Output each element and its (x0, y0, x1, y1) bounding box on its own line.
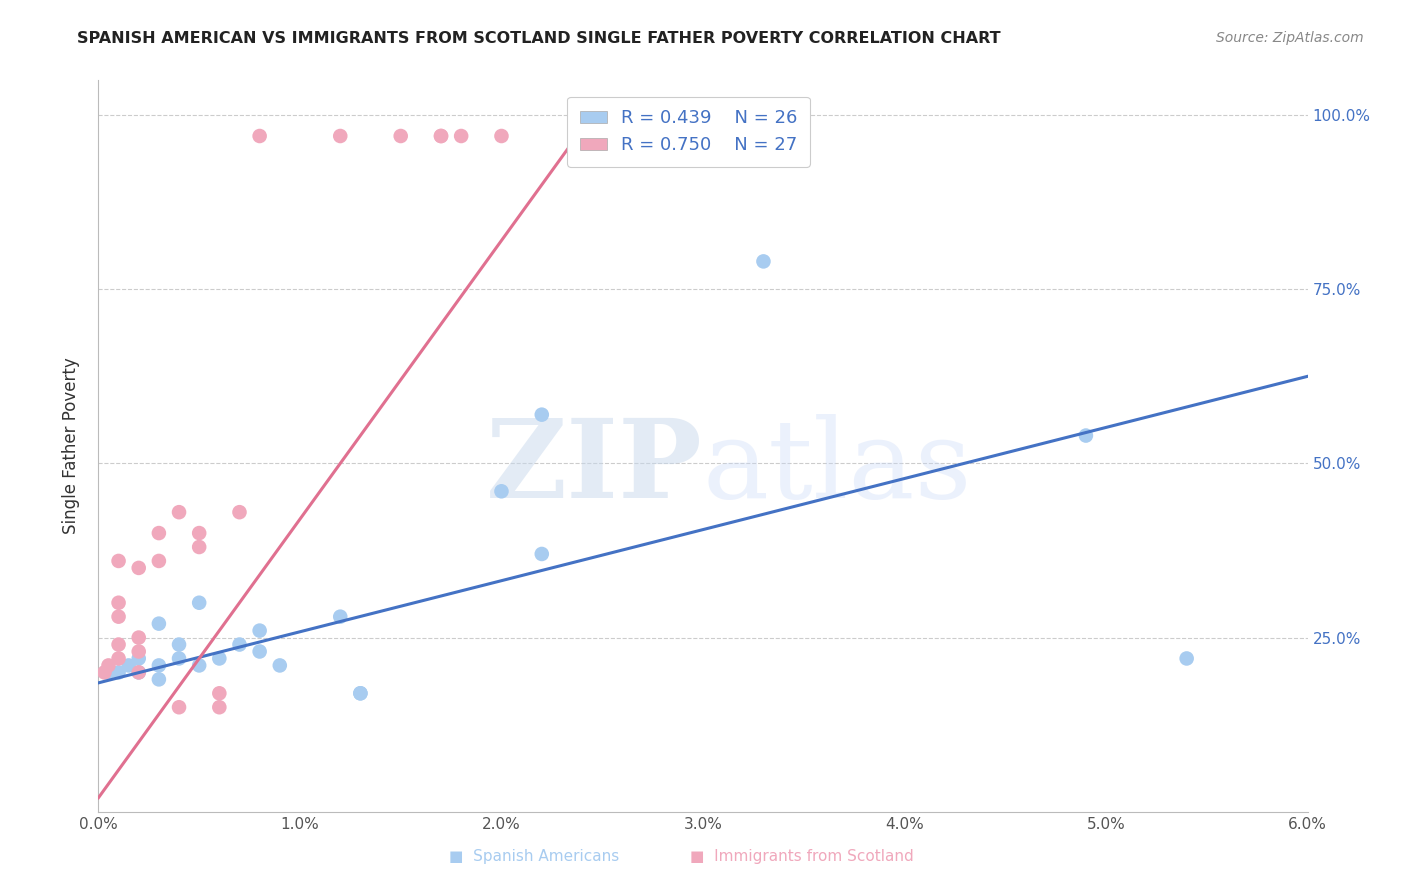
Point (148, 658, 170, 673)
Point (389, 128, 412, 143)
Point (530, 408, 553, 422)
Point (491, 484, 513, 499)
Point (249, 644, 271, 658)
Point (97, 658, 120, 673)
Point (491, 128, 513, 143)
Point (167, 505, 190, 519)
Point (128, 561, 150, 575)
Point (167, 651, 190, 665)
Point (450, 128, 472, 143)
Text: Source: ZipAtlas.com: Source: ZipAtlas.com (1216, 31, 1364, 45)
Point (128, 631, 150, 645)
Point (329, 128, 352, 143)
Point (107, 609, 129, 624)
Point (97, 665, 120, 680)
Point (128, 665, 150, 680)
Point (148, 526, 170, 541)
Text: ■  Spanish Americans: ■ Spanish Americans (449, 849, 620, 863)
Point (752, 254, 775, 268)
Legend: R = 0.439    N = 26, R = 0.750    N = 27: R = 0.439 N = 26, R = 0.750 N = 27 (567, 96, 810, 167)
Point (430, 128, 453, 143)
Point (249, 624, 271, 638)
Point (430, 128, 453, 143)
Text: ZIP: ZIP (486, 415, 703, 522)
Point (208, 651, 231, 665)
Point (148, 616, 170, 631)
Point (329, 609, 352, 624)
Point (188, 540, 211, 554)
Text: ■  Immigrants from Scotland: ■ Immigrants from Scotland (689, 849, 914, 863)
Point (107, 665, 129, 680)
Point (118, 658, 141, 673)
Point (228, 505, 250, 519)
Point (208, 686, 231, 700)
Point (107, 596, 129, 610)
Point (128, 644, 150, 658)
Point (530, 547, 553, 561)
Point (107, 651, 129, 665)
Point (167, 638, 190, 652)
Point (107, 554, 129, 568)
Point (128, 651, 150, 665)
Point (1074, 428, 1097, 442)
Text: SPANISH AMERICAN VS IMMIGRANTS FROM SCOTLAND SINGLE FATHER POVERTY CORRELATION C: SPANISH AMERICAN VS IMMIGRANTS FROM SCOT… (77, 31, 1001, 46)
Point (188, 596, 211, 610)
Y-axis label: Single Father Poverty: Single Father Poverty (62, 358, 80, 534)
Point (128, 665, 150, 680)
Point (148, 673, 170, 687)
Point (208, 700, 231, 714)
Point (188, 658, 211, 673)
Point (249, 128, 271, 143)
Text: atlas: atlas (703, 415, 973, 522)
Point (107, 638, 129, 652)
Point (228, 638, 250, 652)
Point (269, 658, 291, 673)
Point (188, 526, 211, 541)
Point (349, 686, 371, 700)
Point (167, 700, 190, 714)
Point (349, 686, 371, 700)
Point (148, 554, 170, 568)
Point (93, 665, 115, 680)
Point (1175, 651, 1198, 665)
